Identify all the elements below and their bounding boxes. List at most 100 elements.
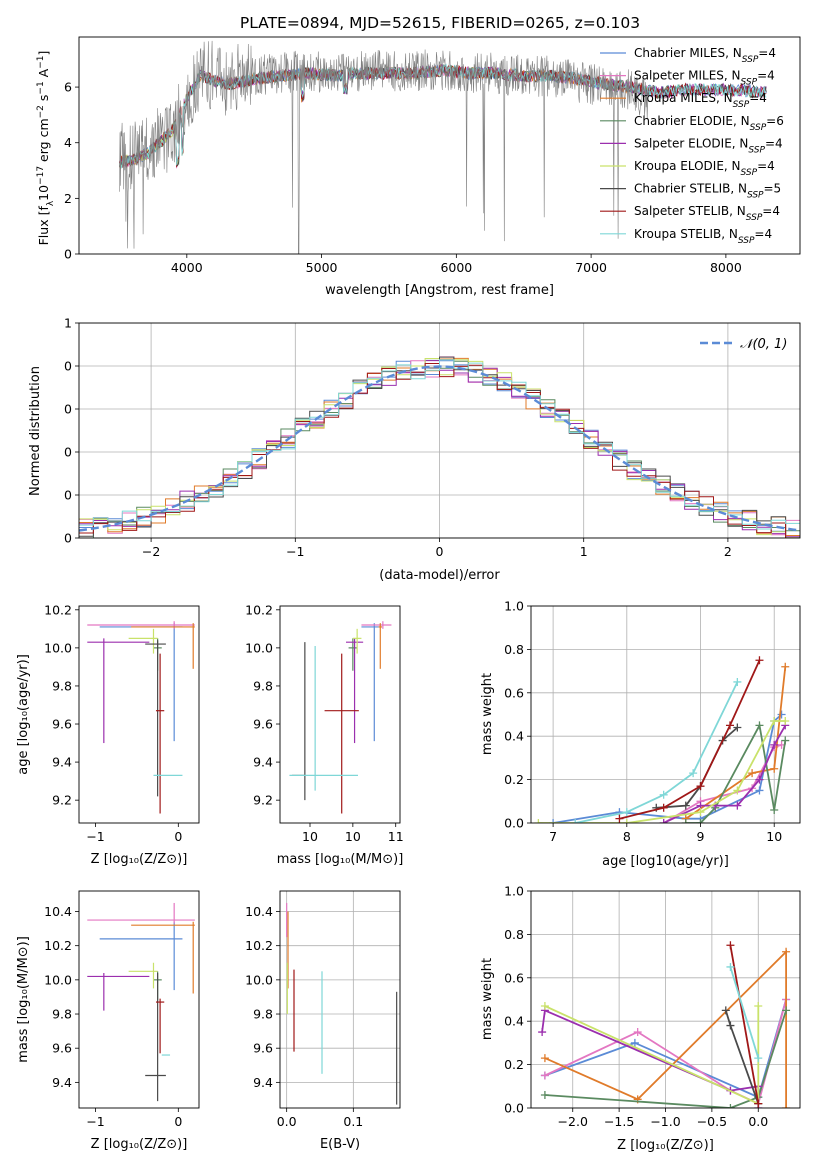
x-tick-label: 5000	[306, 260, 338, 275]
series-kroupa-elodie	[544, 1005, 760, 1106]
marker-kroupa-elodie	[622, 819, 631, 823]
residuals-plot	[75, 322, 801, 542]
y-tick-label: 6	[64, 80, 72, 95]
y-tick-label: 9.8	[253, 678, 273, 693]
x-tick-label: −1.5	[604, 1114, 634, 1129]
legend-entry: Salpeter ELODIE, NSSP=4	[634, 136, 783, 155]
x-tick-label: 0.0	[277, 1114, 297, 1129]
age-vs-Z-marks	[87, 621, 195, 814]
marker-salpeter-elodie	[538, 1028, 547, 1037]
series-kroupa-stelib	[729, 966, 760, 1059]
y-tick-label: 9.6	[253, 1041, 273, 1056]
y-tick-label: 10.0	[44, 640, 72, 655]
marker-chabrier-elodie	[755, 721, 764, 730]
marker-kroupa-elodie	[781, 717, 790, 726]
marker-kroupa-miles	[781, 662, 790, 671]
x-tick-label: 10	[766, 829, 782, 844]
age-vs-Z-plot	[75, 605, 200, 827]
x-tick-label: 9	[697, 829, 705, 844]
marker-kroupa-miles	[782, 947, 791, 956]
y-axis-label: mass [log₁₀(M/M⊙)]	[16, 936, 31, 1063]
axes-frame	[78, 605, 200, 824]
series-salpeter-elodie	[541, 1009, 760, 1108]
marker-salpeter-miles	[540, 1071, 549, 1080]
marker-chabrier-miles	[549, 819, 558, 823]
y-tick-label: 0.6	[504, 970, 524, 985]
marker-kroupa-elodie	[540, 1002, 549, 1011]
weight-vs-Z-marks	[531, 891, 800, 1108]
x-tick-label: −1	[86, 1114, 104, 1129]
x-axis-label: Z [log₁₀(Z/Z⊙)]	[617, 1138, 714, 1153]
marker-kroupa-elodie	[696, 808, 705, 817]
x-tick-label: 10	[302, 829, 318, 844]
marker-chabrier-elodie	[726, 1104, 735, 1108]
mass-vs-EBV-plot	[276, 890, 401, 1112]
y-tick-label: 10.4	[44, 904, 72, 919]
x-axis-label: E(B-V)	[320, 1137, 360, 1152]
legend-entry: Kroupa ELODIE, NSSP=4	[634, 159, 775, 178]
y-tick-label: 9.8	[52, 678, 72, 693]
x-axis-label: Z [log₁₀(Z/Z⊙)]	[91, 852, 188, 867]
series-kroupa-stelib	[575, 681, 739, 823]
marker-kroupa-stelib	[726, 962, 735, 971]
y-tick-label: 10.2	[245, 602, 273, 617]
y-tick-label: 10.0	[44, 972, 72, 987]
marker-salpeter-stelib	[725, 721, 734, 730]
x-tick-label: 2	[724, 544, 732, 559]
y-tick-label: 9.8	[52, 1007, 72, 1022]
marker-kroupa-elodie	[770, 717, 779, 726]
y-tick-label: 0	[64, 445, 72, 460]
x-tick-label: 7000	[575, 260, 607, 275]
marker-salpeter-stelib	[755, 656, 764, 665]
y-axis-label: age [log₁₀(age/yr)]	[16, 654, 31, 775]
histogram-kroupa-stelib	[79, 359, 800, 530]
marker-salpeter-stelib	[659, 803, 668, 812]
x-tick-label: 7	[549, 829, 557, 844]
marker-chabrier-elodie	[696, 819, 705, 823]
y-tick-label: 0	[64, 247, 72, 262]
marker-kroupa-stelib	[754, 1054, 763, 1063]
axes-frame	[279, 605, 401, 824]
x-tick-label: 8	[623, 829, 631, 844]
marker-kroupa-stelib	[571, 819, 580, 823]
gaussian-curve	[79, 365, 800, 532]
y-tick-label: 0.4	[504, 1014, 524, 1029]
marker-salpeter-stelib	[726, 941, 735, 950]
marker-chabrier-miles	[755, 786, 764, 795]
series-salpeter-stelib	[729, 945, 760, 1104]
x-tick-label: −1	[286, 544, 304, 559]
y-tick-label: 0.8	[504, 642, 524, 657]
weight-vs-age-marks	[531, 606, 800, 823]
y-tick-label: 0.0	[504, 1101, 524, 1116]
legend-gaussian-label: 𝒩(0, 1)	[740, 337, 787, 352]
marker-kroupa-miles	[748, 769, 757, 778]
x-tick-label: 0.0	[748, 1114, 768, 1129]
y-tick-label: 2	[64, 191, 72, 206]
marker-kroupa-elodie	[733, 786, 742, 795]
y-tick-label: 9.4	[253, 1075, 273, 1090]
marker-chabrier-elodie	[781, 736, 790, 745]
marker-salpeter-miles	[633, 1028, 642, 1037]
data-spectrum	[119, 40, 648, 254]
x-tick-label: 11	[388, 829, 404, 844]
y-axis-label: mass weight	[480, 673, 495, 755]
series-kroupa-miles	[544, 949, 787, 1108]
y-tick-label: 1.0	[504, 884, 524, 899]
y-tick-label: 9.2	[52, 793, 72, 808]
marker-salpeter-elodie	[659, 819, 668, 823]
x-axis-label: wavelength [Angstrom, rest frame]	[325, 283, 554, 298]
x-tick-label: 0	[436, 544, 444, 559]
y-tick-label: 1.0	[504, 599, 524, 614]
y-tick-label: 0.8	[504, 927, 524, 942]
legend-entry: Chabrier MILES, NSSP=4	[634, 46, 776, 65]
y-tick-label: 9.2	[253, 793, 273, 808]
weight-vs-Z-plot	[527, 890, 801, 1112]
marker-kroupa-stelib	[622, 808, 631, 817]
legend-entry: Chabrier ELODIE, NSSP=6	[634, 114, 784, 133]
marker-salpeter-elodie	[770, 740, 779, 749]
spectrum-plot	[75, 36, 801, 258]
spectrum-marks	[119, 40, 767, 254]
axes-frame	[78, 36, 801, 255]
